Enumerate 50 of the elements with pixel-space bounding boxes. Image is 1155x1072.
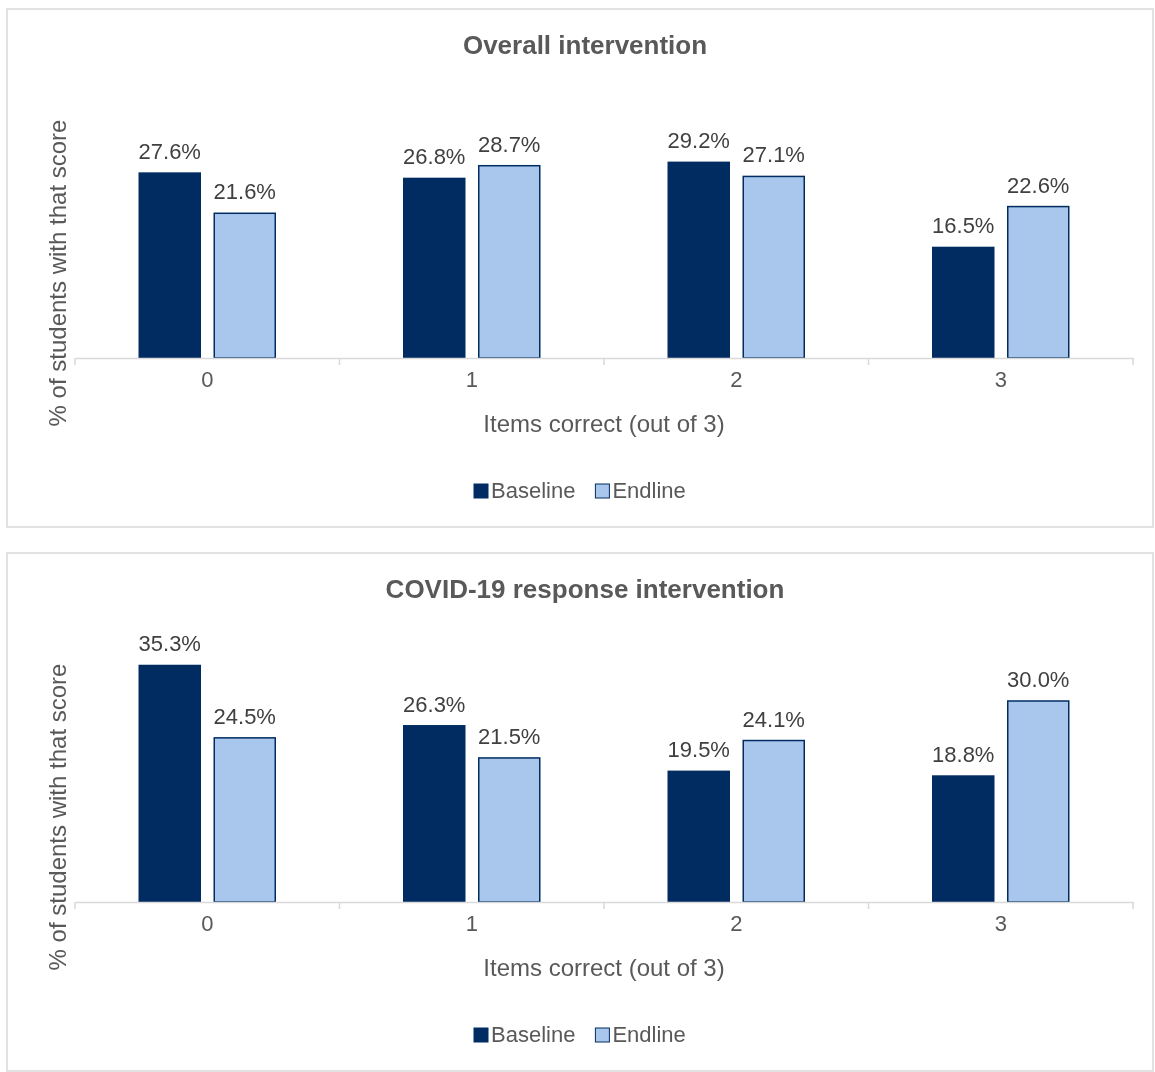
data-label: 27.6%	[138, 139, 201, 165]
x-axis-title: Items correct (out of 3)	[483, 954, 725, 981]
data-label: 18.8%	[932, 742, 995, 768]
bar	[667, 770, 730, 903]
data-label: 21.5%	[478, 723, 541, 749]
x-tick-label: 2	[730, 367, 743, 393]
data-label: 30.0%	[1007, 667, 1070, 692]
x-tick-label: 1	[465, 911, 478, 937]
data-label: 27.1%	[742, 142, 805, 168]
bar	[1007, 700, 1070, 903]
bar	[932, 775, 995, 903]
bar	[932, 246, 995, 359]
legend-label: Endline	[612, 478, 686, 503]
bar	[742, 739, 805, 903]
data-label: 24.5%	[213, 703, 276, 729]
data-label: 22.6%	[1007, 172, 1070, 198]
y-axis-title: % of students with that score	[44, 663, 71, 971]
data-label: 24.1%	[742, 706, 805, 732]
bar	[403, 177, 466, 359]
x-axis-title: Items correct (out of 3)	[483, 410, 725, 437]
data-label: 28.7%	[478, 131, 541, 157]
data-label: 19.5%	[667, 737, 730, 763]
y-axis-title: % of students with that score	[44, 119, 71, 427]
bar	[478, 757, 541, 903]
data-label: 26.3%	[403, 691, 466, 717]
bar	[478, 164, 541, 359]
legend-label: Endline	[612, 1022, 686, 1047]
data-label: 29.2%	[667, 128, 730, 154]
bar	[213, 737, 276, 903]
bar	[138, 664, 201, 903]
bar	[667, 161, 730, 359]
bar	[1007, 205, 1070, 359]
x-tick-label: 2	[730, 911, 743, 937]
chart-title: Overall intervention	[462, 30, 708, 60]
data-label: 35.3%	[138, 631, 201, 657]
bar	[213, 212, 276, 359]
x-tick-label: 3	[994, 911, 1007, 937]
x-tick-label: 3	[994, 367, 1007, 393]
x-tick-label: 1	[465, 367, 478, 393]
chart-title: COVID-19 response intervention	[385, 574, 785, 604]
legend-label: Baseline	[491, 1022, 576, 1047]
data-label: 21.6%	[213, 179, 276, 205]
x-tick-label: 0	[201, 911, 214, 937]
data-label: 26.8%	[403, 144, 466, 170]
bar	[403, 725, 466, 903]
x-tick-label: 0	[201, 367, 214, 393]
bar	[138, 172, 201, 359]
bar	[742, 175, 805, 359]
data-label: 16.5%	[932, 213, 995, 239]
legend-label: Baseline	[491, 478, 576, 503]
